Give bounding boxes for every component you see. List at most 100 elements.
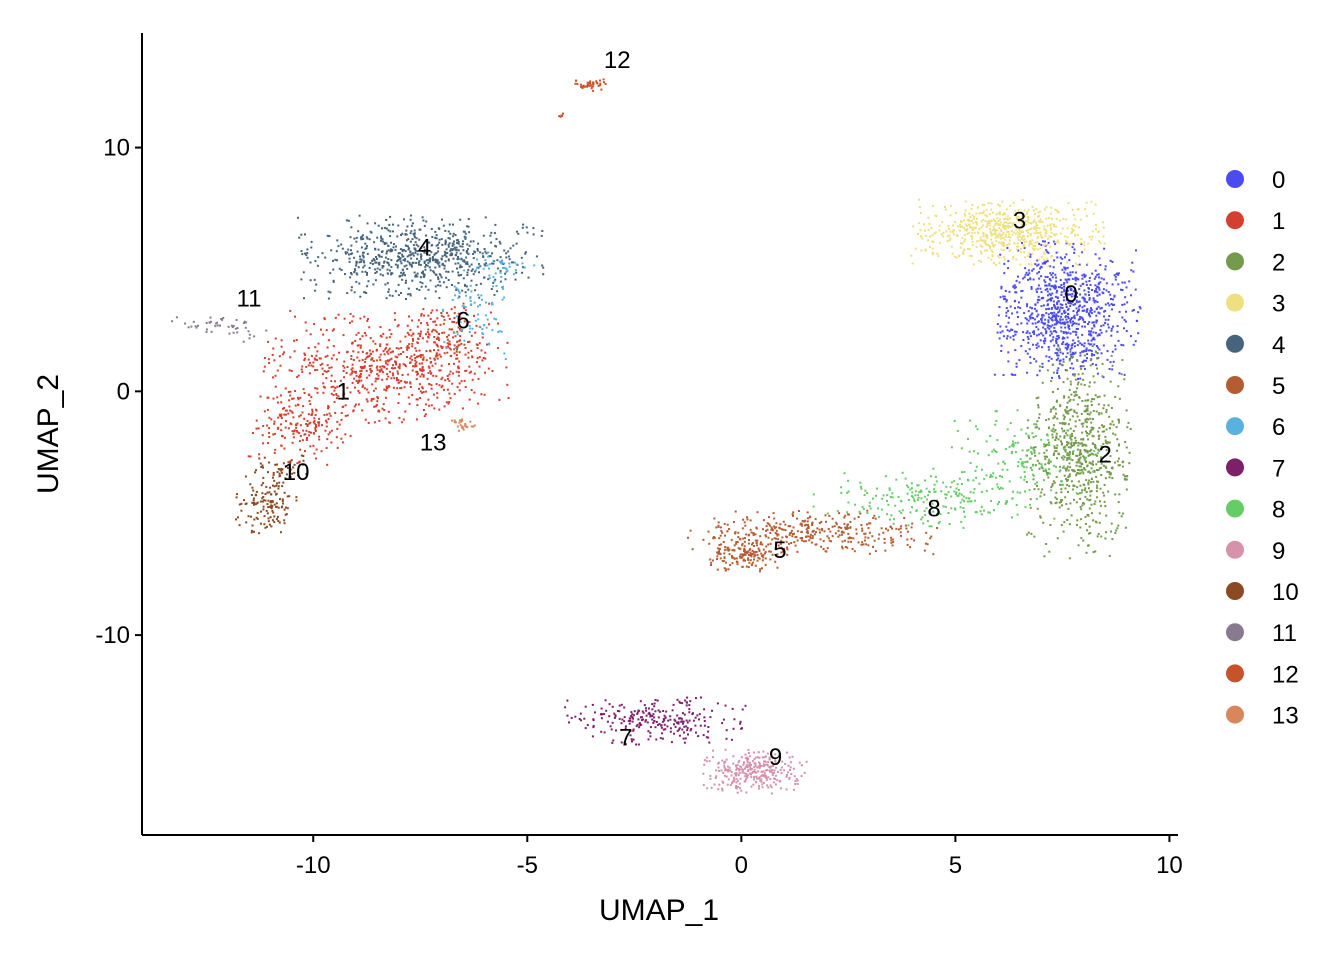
cluster-1-point	[343, 360, 346, 363]
cluster-4-point	[306, 256, 309, 259]
cluster-5-point	[768, 516, 770, 519]
cluster-0-point	[1055, 337, 1058, 340]
cluster-1-point	[266, 408, 269, 411]
cluster-0-point	[1067, 274, 1070, 277]
cluster-3-point	[971, 237, 974, 240]
cluster-2-point	[1086, 407, 1089, 410]
cluster-2-point	[1085, 449, 1088, 452]
cluster-7-point	[673, 718, 676, 721]
cluster-3-point	[1016, 242, 1019, 245]
cluster-1-point	[420, 322, 422, 325]
cluster-1-point	[414, 347, 417, 350]
cluster-3-point	[1055, 209, 1058, 212]
cluster-7-point	[592, 726, 595, 729]
cluster-0-point	[1069, 332, 1072, 335]
cluster-5-point	[741, 555, 744, 558]
cluster-5-point	[926, 543, 929, 546]
cluster-3-point	[1071, 208, 1074, 211]
cluster-4-point	[420, 258, 423, 261]
cluster-3-point	[1032, 227, 1035, 230]
cluster-1-point	[428, 349, 431, 352]
cluster-2-point	[1072, 453, 1074, 455]
cluster-1-point	[313, 452, 316, 455]
cluster-1-point	[438, 408, 441, 411]
cluster-1-point	[350, 355, 353, 357]
cluster-1-point	[349, 373, 352, 376]
cluster-2-point	[1072, 484, 1075, 487]
cluster-1-point	[386, 363, 389, 366]
cluster-7-point	[652, 713, 655, 716]
cluster-1-point	[422, 375, 425, 378]
cluster-3-point	[1031, 252, 1034, 255]
cluster-8-point	[1044, 468, 1047, 471]
cluster-4-point	[499, 242, 502, 245]
cluster-7-point	[632, 729, 635, 732]
cluster-0-point	[1060, 330, 1063, 333]
cluster-2-point	[1062, 458, 1065, 461]
cluster-1-point	[367, 391, 370, 394]
cluster-0-point	[1069, 353, 1072, 356]
cluster-1-point	[491, 370, 494, 372]
cluster-2-point	[1058, 501, 1061, 504]
cluster-5-point	[801, 537, 803, 540]
cluster-1-point	[446, 338, 449, 341]
cluster-4-point	[406, 267, 409, 270]
cluster-5-point	[906, 543, 909, 546]
cluster-0-point	[1066, 294, 1069, 297]
cluster-7-point	[657, 716, 660, 719]
cluster-7-point	[663, 719, 666, 722]
cluster-2-point	[1047, 476, 1050, 479]
cluster-1-point	[396, 325, 399, 328]
cluster-0-point	[1038, 333, 1040, 336]
cluster-2-point	[1056, 388, 1059, 390]
cluster-8-point	[1017, 441, 1020, 444]
cluster-1-point	[318, 438, 321, 441]
cluster-4-point	[306, 248, 309, 251]
cluster-2-point	[1091, 398, 1094, 400]
cluster-5-point	[809, 533, 812, 536]
cluster-1-point	[326, 364, 329, 367]
cluster-1-point	[435, 344, 438, 346]
cluster-0-point	[1022, 339, 1025, 341]
cluster-1-point	[428, 404, 431, 407]
cluster-3-point	[921, 237, 924, 240]
cluster-3-point	[937, 255, 940, 258]
cluster-5-point	[813, 533, 816, 536]
cluster-0-point	[1073, 352, 1076, 355]
cluster-8-point	[1019, 476, 1022, 479]
cluster-1-point	[364, 361, 367, 363]
cluster-5-point	[721, 560, 724, 563]
cluster-2-point	[1097, 437, 1100, 440]
cluster-8-point	[914, 494, 917, 497]
cluster-2-point	[1074, 442, 1077, 444]
cluster-1-point	[255, 427, 258, 430]
cluster-3-point	[959, 225, 962, 228]
cluster-5-point	[818, 522, 821, 524]
cluster-3-point	[942, 231, 945, 234]
cluster-3-point	[952, 233, 955, 236]
cluster-1-point	[418, 383, 421, 386]
cluster-4-point	[489, 255, 492, 258]
cluster-4-point	[427, 258, 430, 261]
cluster-4-point	[344, 251, 347, 254]
cluster-5-point	[771, 538, 774, 541]
cluster-7-point	[653, 705, 656, 708]
cluster-2-point	[1060, 363, 1063, 366]
cluster-6-points	[442, 251, 536, 360]
cluster-0-points	[993, 240, 1142, 380]
cluster-3-point	[1050, 206, 1053, 209]
cluster-1-point	[297, 396, 299, 399]
cluster-2-point	[1105, 408, 1108, 411]
cluster-1-point	[274, 385, 277, 388]
cluster-2-point	[1036, 420, 1039, 423]
cluster-3-point	[1017, 234, 1020, 237]
cluster-3-point	[1011, 233, 1014, 236]
cluster-4-point	[429, 257, 432, 260]
cluster-2-point	[1061, 499, 1064, 502]
cluster-2-point	[1081, 444, 1084, 447]
cluster-5-point	[710, 564, 712, 566]
cluster-4-point	[355, 280, 358, 283]
cluster-1-point	[459, 328, 461, 330]
cluster-5-point	[796, 550, 799, 553]
cluster-2-point	[1099, 500, 1101, 503]
